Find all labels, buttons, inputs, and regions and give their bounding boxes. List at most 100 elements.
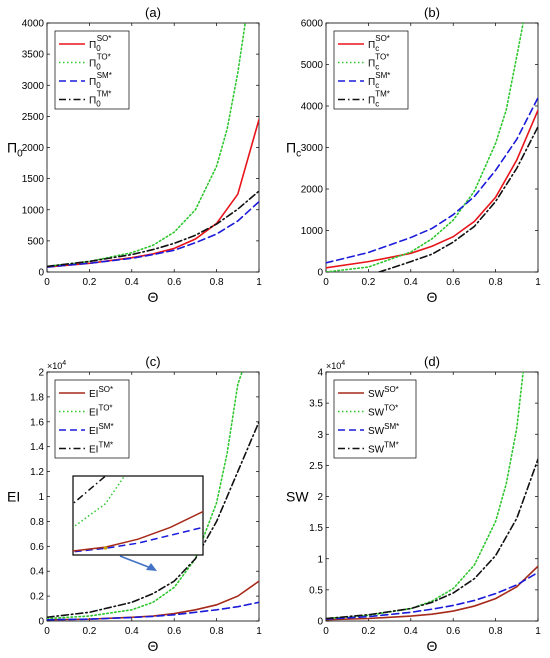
y-tick-label: 2000 — [22, 143, 45, 154]
x-tick-label: 0.8 — [210, 626, 224, 637]
y-tick-label: 1.8 — [30, 392, 44, 403]
y-tick-label: 0.2 — [30, 592, 44, 603]
x-axis-label: Θ — [148, 289, 159, 305]
panel-1: (a) 0 0.2 0.4 0.6 0.8 1 0 500 1000 1500 2000 2500 300… — [7, 5, 262, 305]
y-axis-label: SW — [286, 489, 309, 505]
y-tick-label: 0.6 — [30, 542, 44, 553]
series-lines — [47, 372, 259, 621]
series-line-to — [47, 372, 243, 620]
x-tick-label: 1 — [535, 277, 541, 288]
x-tick-label: 0.8 — [489, 626, 503, 637]
x-tick-label: 0.4 — [125, 277, 139, 288]
x-tick-label: 0 — [323, 277, 329, 288]
panel-label: (b) — [424, 5, 440, 20]
y-tick-label: 0.4 — [30, 567, 44, 578]
y-tick-label: 3.5 — [309, 399, 323, 410]
y-tick-label: 2.5 — [309, 461, 323, 472]
x-tick-label: 0.6 — [446, 626, 460, 637]
panel-3: (c) 0 0.2 0.4 0.6 0.8 1 0 0.2 0.4 0.6 0.8 1 1.2 1.4 1.6… — [7, 354, 262, 654]
x-tick-label: 0.6 — [446, 277, 460, 288]
series-lines — [47, 23, 259, 268]
panel-2: (b) 0 0.2 0.4 0.6 0.8 1 0 1000 2000 3000 4000 5000 60… — [286, 5, 541, 305]
legend: Π0SO*Π0TO*Π0SM*Π0TM* — [54, 30, 130, 110]
exponent-label: ×104 — [47, 360, 66, 371]
inset-point — [103, 546, 108, 550]
x-tick-label: 0.4 — [404, 277, 418, 288]
series-line-tm — [326, 458, 538, 620]
y-tick-label: 0 — [38, 268, 44, 279]
series-line-sm — [326, 96, 538, 264]
series-line-sm — [47, 601, 259, 621]
y-tick-label: 1.4 — [30, 442, 44, 453]
x-axis-label: Θ — [427, 638, 438, 654]
y-axis-label: Π0 — [7, 140, 23, 160]
x-axis-label: Θ — [148, 638, 159, 654]
y-tick-label: 1000 — [301, 226, 324, 237]
legend: SWSO*SWTO*SWSM*SWTM* — [333, 379, 417, 459]
y-tick-label: 0 — [317, 617, 323, 628]
y-tick-label: 0.5 — [309, 585, 323, 596]
panel-label: (a) — [145, 5, 161, 20]
series-line-sm — [326, 571, 538, 620]
legend: ΠcSO*ΠcTO*ΠcSM*ΠcTM* — [333, 30, 409, 110]
x-tick-label: 0.4 — [125, 626, 139, 637]
legend: EISO*EITO*EISM*EITM* — [54, 379, 130, 459]
x-tick-label: 0.6 — [167, 277, 181, 288]
y-tick-label: 1 — [317, 554, 323, 565]
x-tick-label: 0.6 — [167, 626, 181, 637]
y-tick-label: 0 — [38, 617, 44, 628]
inset-zoom — [72, 475, 204, 571]
x-tick-label: 0.2 — [361, 277, 375, 288]
series-line-so — [326, 565, 538, 621]
series-line-to — [47, 23, 247, 268]
y-tick-label: 1.5 — [309, 523, 323, 534]
y-tick-label: 5000 — [301, 60, 324, 71]
x-tick-label: 1 — [256, 626, 262, 637]
series-line-so — [326, 109, 538, 269]
series-line-tm — [47, 190, 259, 268]
y-tick-label: 4000 — [22, 19, 45, 30]
inset-arrow-line — [119, 555, 152, 569]
inset-lines — [73, 476, 203, 553]
y-tick-label: 2500 — [22, 112, 45, 123]
x-axis-label: Θ — [427, 289, 438, 305]
panel-4: (d) 0 0.2 0.4 0.6 0.8 1 0 0.5 1 1.5 2 2.5 3 3.5 4×104 Θ S… — [286, 354, 541, 654]
series-line-sm — [47, 200, 259, 268]
x-tick-label: 0 — [44, 277, 50, 288]
y-axis-label: Πc — [286, 140, 301, 160]
x-tick-label: 0 — [323, 626, 329, 637]
x-tick-label: 0.2 — [361, 626, 375, 637]
y-tick-label: 2 — [38, 368, 44, 379]
series-line-tm — [378, 125, 538, 272]
y-tick-label: 0 — [317, 268, 323, 279]
y-tick-label: 3000 — [22, 81, 45, 92]
inset-series-line — [73, 510, 203, 552]
series-lines — [326, 23, 538, 272]
x-tick-label: 0.8 — [210, 277, 224, 288]
x-tick-label: 0 — [44, 626, 50, 637]
y-tick-label: 1.6 — [30, 417, 44, 428]
inset-frame — [72, 475, 204, 556]
y-tick-label: 3000 — [301, 143, 324, 154]
panel-label: (d) — [424, 354, 440, 369]
x-tick-label: 0.2 — [82, 277, 96, 288]
y-tick-label: 2000 — [301, 185, 324, 196]
exponent-label: ×104 — [326, 360, 345, 371]
y-tick-label: 4 — [317, 368, 323, 379]
y-tick-label: 1500 — [22, 174, 45, 185]
y-tick-label: 1000 — [22, 205, 45, 216]
x-tick-label: 1 — [256, 277, 262, 288]
x-tick-label: 0.4 — [404, 626, 418, 637]
x-tick-label: 1 — [535, 626, 541, 637]
y-tick-label: 4000 — [301, 102, 324, 113]
series-line-to — [326, 23, 524, 272]
y-tick-label: 6000 — [301, 19, 324, 30]
y-axis-label: EI — [7, 489, 20, 505]
y-tick-label: 1 — [38, 492, 44, 503]
inset-arrow-head — [146, 563, 157, 571]
series-line-tm — [47, 421, 259, 619]
y-tick-label: 500 — [27, 236, 44, 247]
y-tick-label: 2 — [317, 492, 323, 503]
panel-label: (c) — [145, 354, 160, 369]
